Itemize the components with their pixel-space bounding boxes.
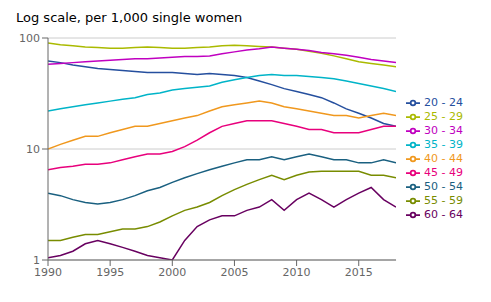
svg-text:2010: 2010	[283, 266, 311, 279]
html-text:25 - 29: 25 - 29	[424, 110, 463, 123]
svg-text:100: 100	[19, 32, 40, 45]
html-text:45 - 49: 45 - 49	[424, 166, 463, 179]
html-text:40 - 44: 40 - 44	[424, 152, 463, 165]
html-text:60 - 64: 60 - 64	[424, 208, 463, 221]
svg-text:2015: 2015	[345, 266, 373, 279]
html-text:35 - 39: 35 - 39	[424, 138, 463, 151]
html-text:20 - 24: 20 - 24	[424, 96, 463, 109]
html-text:30 - 34: 30 - 34	[424, 124, 463, 137]
html-text:50 - 54: 50 - 54	[424, 180, 463, 193]
svg-text:2005: 2005	[220, 266, 248, 279]
svg-text:1995: 1995	[96, 266, 124, 279]
svg-text:2000: 2000	[158, 266, 186, 279]
html-text:55 - 59: 55 - 59	[424, 194, 463, 207]
svg-text:1: 1	[33, 254, 40, 267]
svg-text:10: 10	[26, 143, 40, 156]
svg-text:1990: 1990	[34, 266, 62, 279]
html-text:Log scale, per 1,000 single wo: Log scale, per 1,000 single women	[16, 10, 243, 25]
